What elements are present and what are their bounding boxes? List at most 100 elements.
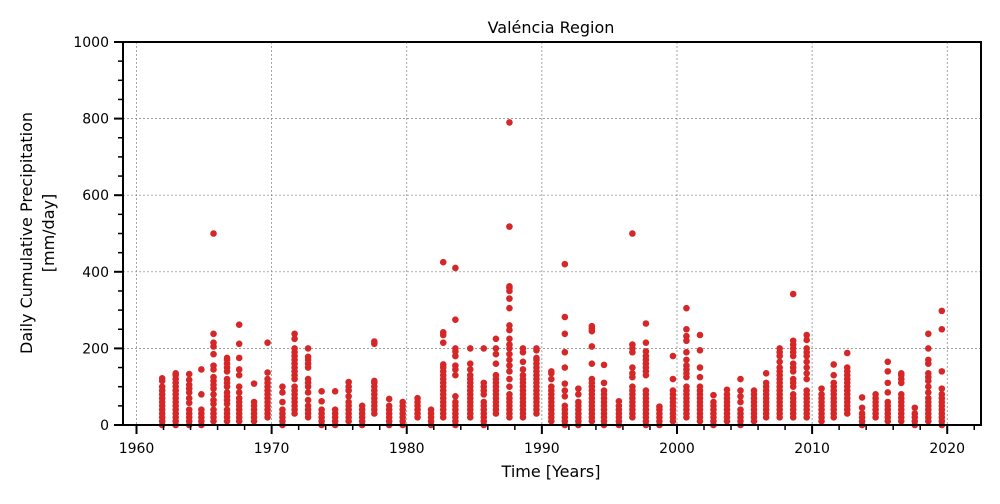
- data-point: [492, 345, 500, 352]
- data-point: [506, 350, 513, 358]
- data-point: [533, 345, 540, 352]
- x-axis-label: Time [Years]: [501, 462, 601, 481]
- data-point: [399, 398, 406, 406]
- data-point: [925, 389, 932, 396]
- data-point: [858, 394, 866, 401]
- data-point: [439, 339, 447, 346]
- data-point: [506, 362, 513, 369]
- data-point: [762, 369, 770, 377]
- data-point: [600, 387, 608, 394]
- data-point: [427, 406, 435, 413]
- data-point: [776, 358, 783, 366]
- data-point: [925, 369, 932, 377]
- data-point: [789, 360, 797, 368]
- data-point: [519, 366, 527, 373]
- data-point: [737, 398, 744, 406]
- data-point: [884, 358, 892, 366]
- data-point: [818, 391, 825, 398]
- data-point: [911, 404, 919, 412]
- data-point: [696, 347, 704, 354]
- data-point: [223, 354, 231, 362]
- data-point: [818, 385, 825, 392]
- data-point: [223, 389, 231, 396]
- data-point: [506, 383, 513, 391]
- data-point: [588, 343, 596, 350]
- data-point: [710, 398, 717, 406]
- data-point: [683, 356, 690, 364]
- data-point: [519, 358, 527, 366]
- data-point: [548, 375, 555, 383]
- y-axis-label-line1: Daily Cumulative Precipitation: [17, 112, 36, 354]
- data-point: [925, 345, 932, 352]
- data-point: [279, 406, 286, 413]
- chart-title: Valéncia Region: [488, 18, 615, 37]
- data-point: [683, 383, 690, 391]
- data-point: [938, 391, 946, 398]
- x-tick-label: 1960: [119, 441, 155, 457]
- data-point: [506, 326, 513, 334]
- data-point: [561, 313, 569, 321]
- data-point: [492, 335, 500, 343]
- data-point: [629, 369, 636, 377]
- y-tick-label: 800: [82, 112, 109, 128]
- data-point: [561, 348, 569, 356]
- data-point: [533, 354, 540, 362]
- x-tick-label: 1970: [254, 441, 290, 457]
- data-point: [789, 375, 797, 383]
- data-point: [480, 398, 488, 406]
- data-point: [318, 387, 325, 395]
- data-point: [803, 364, 810, 371]
- data-point: [830, 371, 838, 379]
- data-point: [371, 338, 378, 345]
- data-point: [304, 396, 312, 404]
- data-point: [250, 380, 258, 387]
- data-point: [629, 364, 636, 371]
- data-point: [210, 339, 217, 346]
- data-point: [198, 366, 205, 373]
- data-point: [938, 325, 946, 333]
- data-point: [519, 345, 527, 352]
- data-point: [629, 230, 636, 237]
- data-point: [223, 375, 231, 383]
- y-tick-label: 0: [100, 418, 109, 434]
- data-point: [723, 386, 731, 394]
- data-point: [304, 389, 312, 396]
- data-point: [235, 389, 243, 396]
- data-point: [492, 371, 500, 379]
- data-point: [683, 362, 690, 369]
- data-point: [466, 366, 474, 373]
- data-point: [291, 345, 298, 352]
- data-point: [210, 230, 217, 237]
- data-point: [506, 304, 513, 312]
- x-tick-label: 1990: [524, 441, 560, 457]
- data-point: [884, 389, 892, 396]
- data-point: [696, 383, 704, 391]
- data-point: [588, 322, 596, 330]
- data-point: [683, 325, 690, 333]
- data-point: [210, 396, 217, 404]
- data-point: [710, 391, 717, 399]
- data-point: [696, 331, 704, 339]
- data-point: [588, 360, 596, 368]
- data-point: [506, 375, 513, 383]
- data-point: [318, 406, 325, 413]
- data-point: [506, 223, 513, 230]
- data-point: [803, 336, 810, 344]
- data-point: [304, 353, 312, 361]
- data-point: [776, 345, 783, 352]
- data-point: [235, 383, 243, 391]
- data-point: [575, 398, 582, 406]
- x-tick-label: 2020: [929, 441, 965, 457]
- data-point: [331, 406, 339, 413]
- data-point: [925, 383, 932, 391]
- data-point: [318, 397, 325, 405]
- data-point: [345, 392, 352, 400]
- data-point: [858, 410, 866, 417]
- data-point: [198, 406, 205, 413]
- data-point: [737, 375, 744, 383]
- data-point: [506, 356, 513, 364]
- data-point: [506, 368, 513, 375]
- data-point: [185, 399, 193, 407]
- data-point: [264, 369, 271, 376]
- data-point: [872, 391, 879, 398]
